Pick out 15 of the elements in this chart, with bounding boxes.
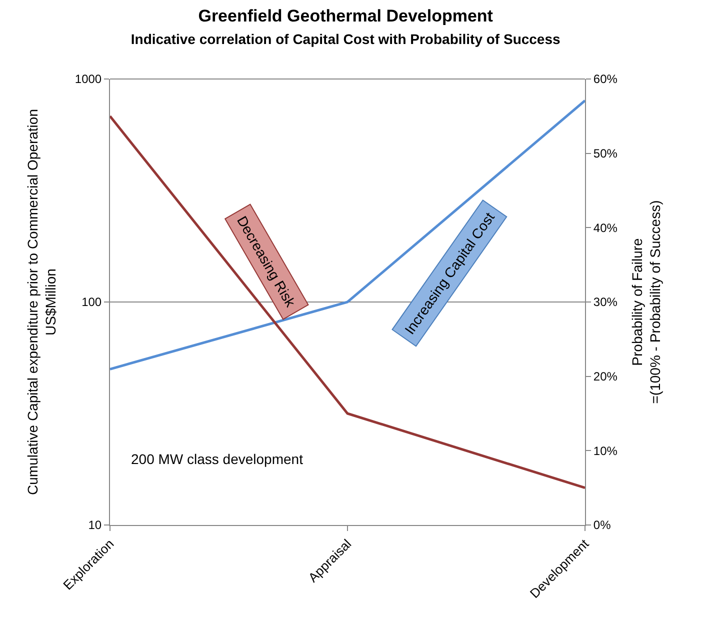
y2-tick-label: 60% bbox=[593, 72, 618, 86]
y-tick-label: 1000 bbox=[74, 72, 102, 86]
y2-tick-label: 50% bbox=[593, 146, 618, 161]
chart-title: Greenfield Geothermal Development bbox=[198, 6, 494, 26]
y2-tick-label: 30% bbox=[593, 295, 618, 310]
y2-tick-label: 0% bbox=[593, 518, 612, 532]
y2-tick-label: 10% bbox=[593, 444, 618, 458]
y2-tick-label: 20% bbox=[593, 370, 618, 384]
chart-subtitle: Indicative correlation of Capital Cost with Probability of Success bbox=[130, 30, 561, 47]
y-tick-label: 100 bbox=[82, 295, 102, 310]
annotation: 200 MW class development bbox=[131, 451, 304, 467]
y-axis-title: Cumulative Capital expenditure prior to Commercial Operation US$Million bbox=[24, 109, 58, 495]
y-tick-label: 10 bbox=[88, 518, 102, 532]
y2-tick-label: 40% bbox=[593, 220, 618, 235]
y2-axis-title: Probability of Failure =(100% - Probability of Success) bbox=[629, 200, 664, 404]
